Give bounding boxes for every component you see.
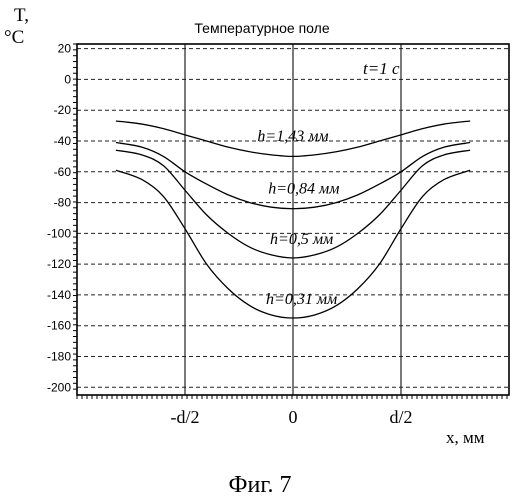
y-tick-label: -160 xyxy=(47,319,71,333)
y-tick-label: -200 xyxy=(47,380,71,394)
y-tick-label: -60 xyxy=(54,165,72,179)
x-axis-label: x, мм xyxy=(446,428,485,447)
y-tick-label: -20 xyxy=(54,103,72,117)
y-tick-label: -100 xyxy=(47,226,71,240)
y-tick-label: -180 xyxy=(47,350,71,364)
y-axis-unit: °C xyxy=(4,27,24,48)
series-label: h=0,84 мм xyxy=(268,180,339,197)
x-tick-label: d/2 xyxy=(389,407,412,427)
x-tick-label: -d/2 xyxy=(171,407,200,427)
y-tick-label: -120 xyxy=(47,257,71,271)
figure-caption: Фиг. 7 xyxy=(229,472,292,498)
series-label: h=0,31 мм xyxy=(266,291,337,308)
y-tick-label: 0 xyxy=(64,72,71,86)
y-tick-label: -40 xyxy=(54,134,72,148)
time-annotation: t=1 c xyxy=(363,59,400,78)
y-axis-symbol: T, xyxy=(14,5,29,26)
chart-title: Температурное поле xyxy=(194,20,329,36)
y-tick-label: -140 xyxy=(47,288,71,302)
series-label: h=0,5 мм xyxy=(270,231,333,248)
y-tick-label: -80 xyxy=(54,196,72,210)
y-tick-label: 20 xyxy=(58,42,72,56)
x-tick-label: 0 xyxy=(289,407,298,427)
series-label: h=1,43 мм xyxy=(257,128,328,145)
